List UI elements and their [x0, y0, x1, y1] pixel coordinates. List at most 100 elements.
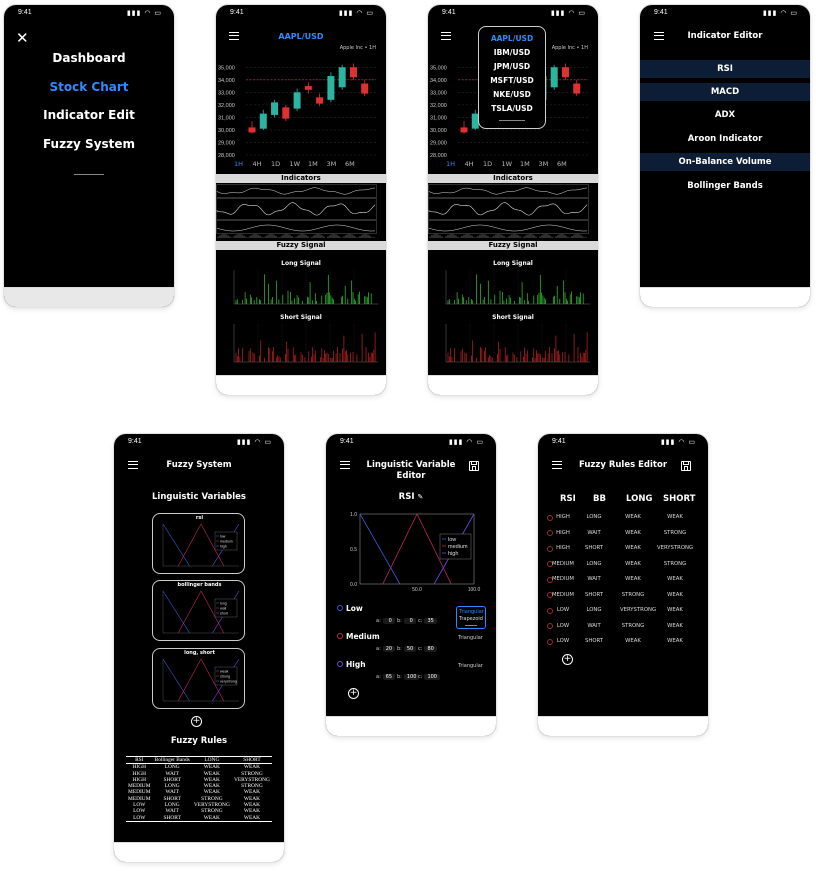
remove-set-icon[interactable]	[337, 605, 343, 611]
dropdown-item-jpm[interactable]: JPM/USD	[493, 62, 531, 71]
rule-cell[interactable]: LONG	[586, 514, 602, 520]
rule-cell[interactable]: WEAK	[667, 607, 683, 613]
rule-cell[interactable]: WEAK	[667, 622, 683, 629]
rule-cell[interactable]: WEAK	[625, 638, 641, 644]
timeframe-1h[interactable]: 1H	[234, 160, 244, 168]
rule-cell[interactable]: WEAK	[667, 576, 683, 582]
set-name[interactable]: Low	[346, 604, 363, 613]
indicator-item-adx[interactable]: ADX	[714, 110, 736, 120]
dropdown-item-ibm[interactable]: IBM/USD	[493, 48, 531, 57]
rule-cell[interactable]: HIGH	[556, 529, 570, 536]
param-c-field[interactable]: c: 100	[418, 674, 440, 680]
rule-cell[interactable]: WEAK	[625, 514, 641, 520]
timeframe-1m[interactable]: 1M	[308, 160, 318, 168]
remove-rule-icon[interactable]	[547, 561, 553, 567]
shape-dropdown[interactable]: Triangular Trapezoid	[456, 606, 486, 629]
indicator-item-bollinger[interactable]: Bollinger Bands	[687, 181, 763, 191]
remove-rule-icon[interactable]	[547, 514, 553, 521]
menu-icon[interactable]	[229, 32, 239, 40]
remove-rule-icon[interactable]	[547, 545, 553, 552]
param-value[interactable]: 35	[424, 618, 437, 624]
param-b-field[interactable]: b: 50	[397, 646, 417, 652]
param-c-field[interactable]: c: 80	[418, 646, 437, 652]
remove-rule-icon[interactable]	[547, 530, 553, 536]
param-value[interactable]: 100	[403, 674, 420, 680]
rule-cell[interactable]: STRONG	[621, 622, 645, 629]
close-icon[interactable]: ✕	[16, 29, 29, 47]
menu-item-fuzzy-system[interactable]: Fuzzy System	[42, 137, 136, 151]
menu-item-indicator-edit[interactable]: Indicator Edit	[43, 108, 135, 122]
rule-cell[interactable]: LONG	[586, 607, 602, 613]
rule-cell[interactable]: VERYSTRONG	[620, 607, 657, 613]
dropdown-item-aapl[interactable]: AAPL/USD	[490, 34, 534, 43]
remove-rule-icon[interactable]	[547, 638, 553, 645]
rule-cell[interactable]: VERYSTRONG	[657, 545, 694, 551]
shape-option-trapezoid[interactable]: Trapezoid	[459, 616, 483, 622]
rule-cell[interactable]: SHORT	[584, 545, 604, 551]
timeframe-1w[interactable]: 1W	[289, 160, 301, 168]
indicator-item-rsi[interactable]: RSI	[717, 64, 733, 74]
rule-cell[interactable]: LOW	[556, 622, 570, 629]
rule-cell[interactable]: WAIT	[587, 529, 601, 536]
param-value[interactable]: 100	[424, 674, 440, 680]
param-a-field[interactable]: a: 0	[376, 618, 395, 624]
remove-set-icon[interactable]	[337, 633, 343, 639]
timeframe-1h[interactable]: 1H	[446, 160, 456, 168]
rule-cell[interactable]: STRONG	[663, 529, 687, 536]
rule-cell[interactable]: WEAK	[625, 545, 641, 551]
set-name[interactable]: Medium	[346, 632, 380, 641]
param-value[interactable]: 0	[403, 618, 416, 624]
rule-cell[interactable]: WAIT	[587, 576, 601, 582]
rule-cell[interactable]: MEDIUM	[551, 576, 574, 582]
rule-cell[interactable]: WEAK	[625, 576, 641, 582]
set-shape[interactable]: Triangular	[458, 635, 483, 641]
rule-cell[interactable]: WEAK	[667, 514, 683, 520]
save-icon[interactable]	[469, 461, 479, 471]
menu-item-stock-chart[interactable]: Stock Chart	[49, 80, 129, 94]
rule-cell[interactable]: LOW	[556, 607, 570, 613]
rule-cell[interactable]: LONG	[586, 560, 602, 567]
rule-cell[interactable]: MEDIUM	[551, 560, 574, 567]
remove-rule-icon[interactable]	[547, 592, 553, 598]
add-set-button[interactable]: +	[348, 688, 359, 699]
variable-name[interactable]: RSI ✎	[326, 492, 496, 502]
add-rule-button[interactable]: +	[562, 654, 573, 665]
param-value[interactable]: 65	[382, 674, 396, 680]
menu-icon[interactable]	[441, 32, 451, 40]
dropdown-item-msft[interactable]: MSFT/USD	[490, 76, 534, 85]
rule-cell[interactable]: WAIT	[587, 622, 601, 629]
param-c-field[interactable]: c: 35	[418, 618, 437, 624]
timeframe-1d[interactable]: 1D	[271, 160, 281, 168]
rule-cell[interactable]: LOW	[556, 638, 570, 644]
timeframe-6m[interactable]: 6M	[345, 160, 355, 168]
rule-cell[interactable]: STRONG	[621, 591, 645, 598]
remove-set-icon[interactable]	[337, 661, 343, 667]
remove-rule-icon[interactable]	[547, 607, 553, 614]
dropdown-item-tsla[interactable]: TSLA/USD	[491, 104, 533, 113]
timeframe-4h[interactable]: 4H	[464, 160, 474, 168]
param-value[interactable]: 0	[382, 618, 395, 624]
rule-cell[interactable]: WEAK	[625, 529, 641, 536]
param-value[interactable]: 80	[424, 646, 437, 652]
timeframe-1w[interactable]: 1W	[501, 160, 513, 168]
timeframe-1m[interactable]: 1M	[520, 160, 530, 168]
menu-icon[interactable]	[340, 461, 350, 469]
variable-card-rsi[interactable]: rsi low medium high	[152, 513, 245, 574]
rule-cell[interactable]: WEAK	[667, 591, 683, 598]
set-shape[interactable]: Triangular	[458, 663, 483, 669]
variable-card-bollinger[interactable]: bollinger bands long wait short	[152, 580, 245, 641]
param-value[interactable]: 20	[382, 646, 396, 652]
param-value[interactable]: 50	[403, 646, 417, 652]
save-icon[interactable]	[681, 461, 691, 471]
param-a-field[interactable]: a: 20	[376, 646, 396, 652]
menu-icon[interactable]	[654, 32, 664, 40]
param-b-field[interactable]: b: 0	[397, 618, 416, 624]
shape-option-triangular[interactable]: Triangular	[459, 609, 484, 615]
menu-icon[interactable]	[128, 461, 138, 469]
rule-cell[interactable]: WEAK	[625, 560, 641, 567]
variable-card-long-short[interactable]: long, short weak strong verystrong	[152, 648, 245, 709]
param-b-field[interactable]: b: 100	[397, 674, 420, 680]
remove-rule-icon[interactable]	[547, 576, 553, 583]
indicator-item-aroon[interactable]: Aroon Indicator	[687, 134, 763, 144]
timeframe-1d[interactable]: 1D	[483, 160, 493, 168]
